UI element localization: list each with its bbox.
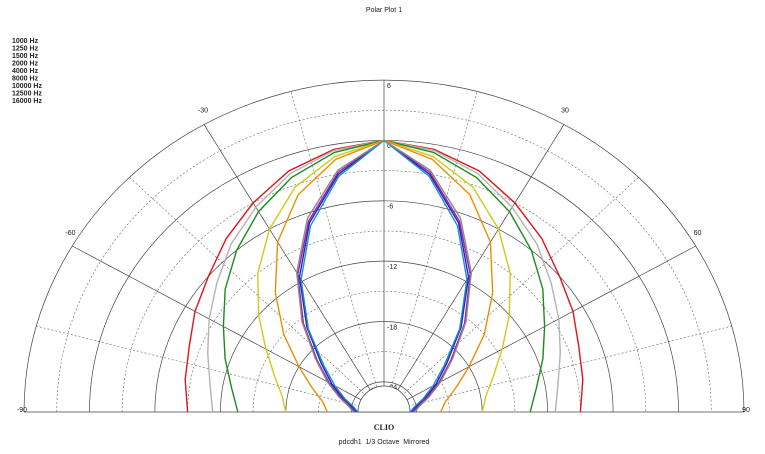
theta-tick-label: 90 — [742, 407, 750, 414]
subtitle: pdcdh1 1/3 Octave Mirrored — [339, 439, 430, 446]
r-tick-label: 6 — [387, 83, 391, 90]
chart-title: Polar Plot 1 — [366, 7, 402, 14]
series-curve — [184, 139, 385, 413]
r-tick-label: -18 — [387, 324, 397, 331]
series-curve — [298, 139, 385, 413]
series-curve — [383, 139, 584, 413]
theta-tick-label: -90 — [17, 407, 27, 414]
legend-entry: 2000 Hz — [12, 60, 39, 67]
series-curve — [222, 139, 385, 413]
series-curve — [383, 139, 562, 413]
series-curve — [300, 139, 385, 413]
legend-entry: 8000 Hz — [12, 75, 39, 82]
legend-entry: 1250 Hz — [12, 45, 39, 52]
grid-ring — [154, 200, 614, 413]
grid-spoke — [203, 124, 385, 413]
series-curve — [383, 139, 468, 413]
brand: CLIO — [374, 423, 394, 432]
minor-spoke — [290, 91, 377, 387]
legend-entry: 1500 Hz — [12, 53, 39, 60]
legend-entry: 4000 Hz — [12, 68, 39, 75]
r-tick-label: -12 — [387, 264, 397, 271]
series-curve — [274, 139, 385, 413]
grid-ring — [23, 79, 745, 413]
grid-ring — [350, 381, 418, 413]
series-curve — [206, 139, 385, 413]
series-curve — [383, 139, 471, 413]
theta-tick-label: 60 — [694, 230, 702, 237]
legend-entry: 16000 Hz — [12, 98, 42, 105]
minor-spoke — [411, 325, 732, 406]
minor-spoke — [129, 177, 364, 394]
r-tick-label: -6 — [387, 204, 393, 211]
grid-ring — [220, 260, 548, 413]
grid-ring — [285, 321, 483, 413]
theta-tick-label: 30 — [561, 108, 569, 115]
minor-spoke — [36, 325, 357, 406]
minor-spoke — [404, 177, 639, 394]
series-curve — [383, 139, 494, 413]
grid-spoke — [383, 245, 696, 413]
series-curve — [257, 139, 385, 413]
theta-tick-label: -30 — [198, 108, 208, 115]
center-hub — [357, 385, 411, 413]
legend-entry: 1000 Hz — [12, 38, 39, 45]
grid-spoke — [383, 124, 565, 413]
minor-ring — [318, 351, 450, 413]
legend-entry: 10000 Hz — [12, 83, 42, 90]
series-curve — [295, 139, 385, 413]
grid-spoke — [72, 245, 385, 413]
minor-spoke — [391, 91, 478, 387]
series-curve — [383, 139, 470, 413]
series-curve — [383, 139, 511, 413]
r-tick-label: 0 — [387, 143, 391, 150]
legend-entry: 12500 Hz — [12, 90, 42, 97]
series-curve — [383, 139, 473, 413]
series-curve — [383, 139, 546, 413]
series-curve — [297, 139, 385, 413]
theta-tick-label: -60 — [65, 230, 75, 237]
